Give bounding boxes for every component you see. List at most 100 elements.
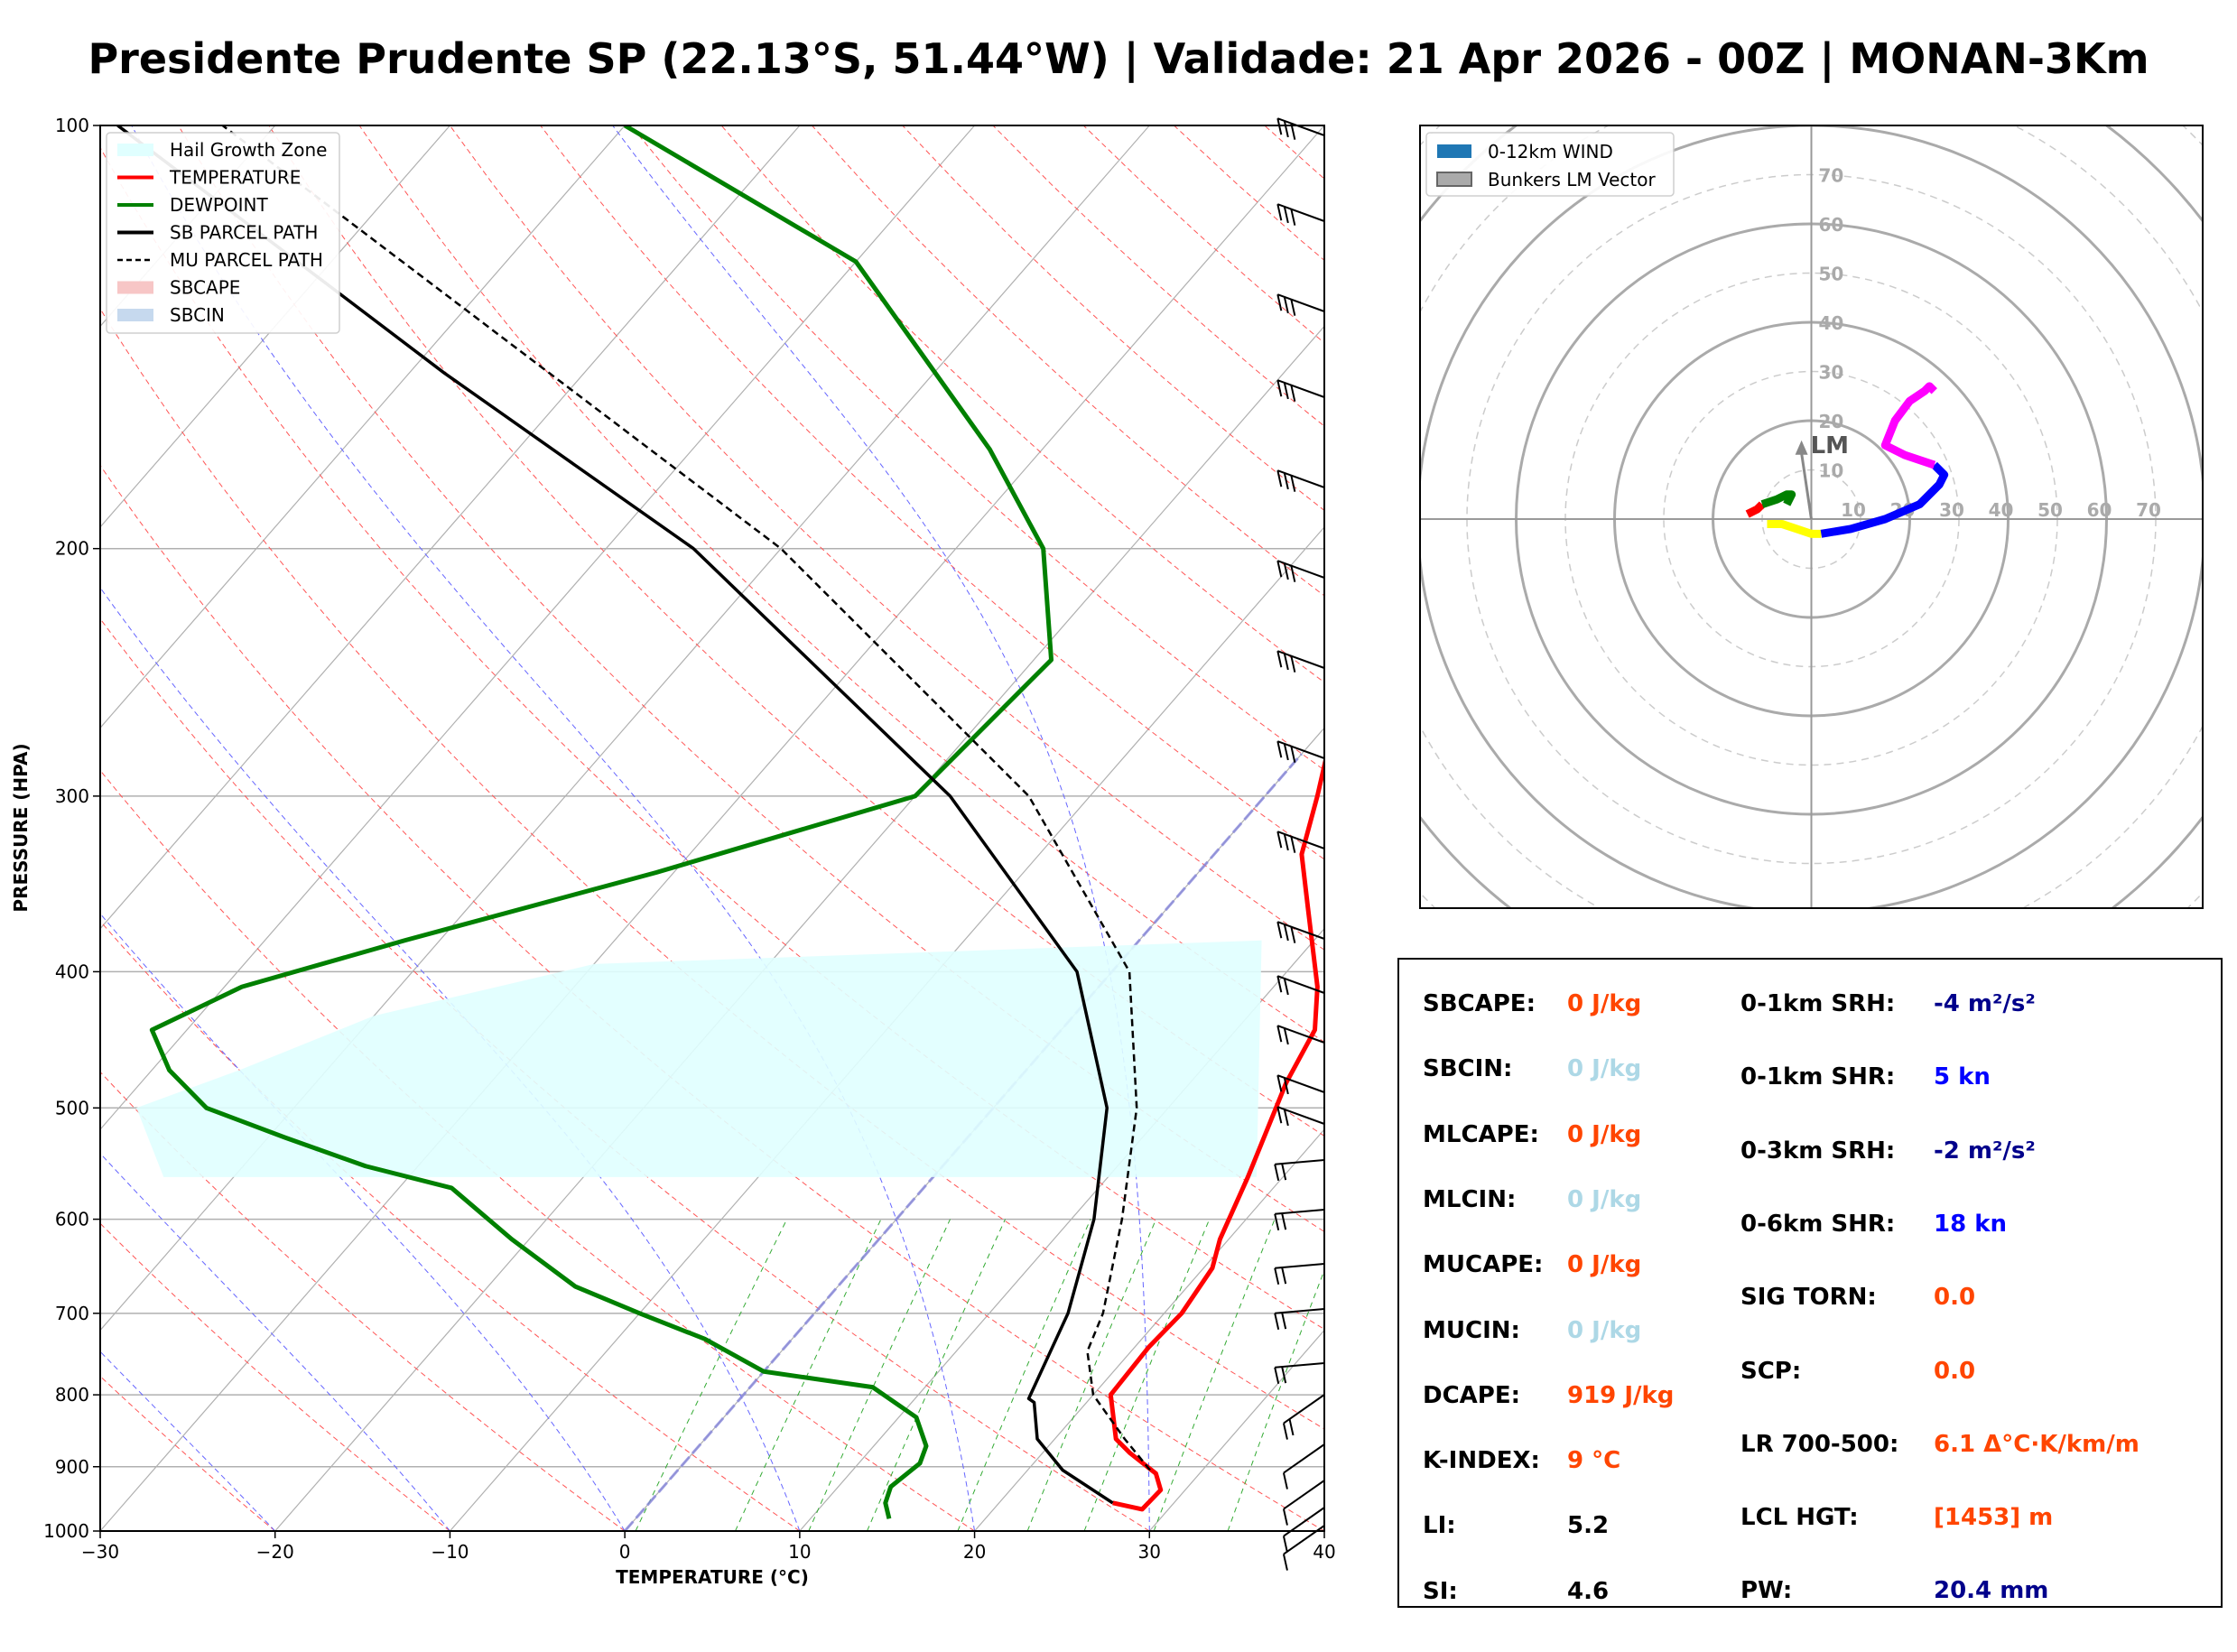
param-label: LR 700-500: xyxy=(1740,1430,1899,1458)
wind-barb-flag xyxy=(1282,1536,1288,1553)
param-label: SBCAPE: xyxy=(1423,990,1536,1017)
wind-barb-flag xyxy=(1290,123,1296,140)
param-label: K-INDEX: xyxy=(1423,1447,1540,1475)
wind-barb-flag xyxy=(1283,562,1289,580)
wind-barb-flag xyxy=(1276,1106,1283,1124)
legend-label: SBCAPE xyxy=(170,277,240,299)
wind-barb-flag xyxy=(1290,209,1296,226)
wind-barb-flag xyxy=(1276,1074,1283,1092)
mixing-ratio-line xyxy=(1026,1219,1157,1531)
wind-barb xyxy=(1276,1074,1325,1095)
y-tick-label: 400 xyxy=(55,961,89,982)
isotherm-line xyxy=(100,125,976,1131)
dewpoint-line xyxy=(149,125,1054,1519)
x-tick-label: 0 xyxy=(619,1541,631,1563)
legend-label: DEWPOINT xyxy=(170,194,268,216)
wind-barb xyxy=(1276,469,1325,492)
mixing-ratio-line xyxy=(1153,1219,1276,1531)
mixing-ratio-line xyxy=(957,1219,1091,1531)
chart-title: Presidente Prudente SP (22.13°S, 51.44°W… xyxy=(88,34,2149,83)
legend-swatch xyxy=(117,281,153,294)
param-value: 919 J/kg xyxy=(1567,1381,1675,1409)
x-tick-label: −20 xyxy=(256,1541,294,1563)
wind-barb-staff xyxy=(1283,1480,1325,1510)
wind-barb-flag xyxy=(1288,1418,1295,1436)
wind-barb-flag xyxy=(1276,740,1283,758)
param-value: 0 J/kg xyxy=(1567,1251,1642,1279)
legend-label: SBCIN xyxy=(170,304,225,326)
wind-barb-flag xyxy=(1290,836,1296,853)
wind-barb-flag xyxy=(1276,831,1283,849)
wind-barb-flag xyxy=(1276,560,1283,578)
wind-barb xyxy=(1276,831,1325,853)
wind-barb xyxy=(1276,1106,1325,1127)
param-value: 6.1 Δ°C·K/km/m xyxy=(1934,1430,2140,1458)
wind-barb-flag xyxy=(1290,565,1296,582)
wind-barb-staff xyxy=(1275,1308,1325,1314)
wind-barb-flag xyxy=(1283,653,1289,671)
isotherm-line xyxy=(100,125,626,729)
wind-barb-flag xyxy=(1290,385,1296,402)
wind-barb xyxy=(1274,1308,1325,1331)
y-tick-label: 300 xyxy=(55,785,89,807)
moist-adiabat-line xyxy=(612,125,1150,1531)
dry-adiabat-line xyxy=(100,1222,450,1531)
wind-barb-flag xyxy=(1274,1267,1280,1285)
wind-barb-flag xyxy=(1276,469,1283,487)
y-tick-label: 500 xyxy=(55,1097,89,1118)
wind-barb-flag xyxy=(1282,1554,1288,1571)
x-tick-label: −30 xyxy=(81,1541,119,1563)
dry-adiabat-line xyxy=(630,125,1324,771)
wind-barb-flag xyxy=(1276,203,1283,221)
x-tick-label: 40 xyxy=(1313,1541,1335,1563)
y-tick-label: 700 xyxy=(55,1303,89,1324)
wind-barb-staff xyxy=(1275,1362,1325,1369)
wind-barb xyxy=(1276,921,1325,943)
param-label: 0-1km SRH: xyxy=(1740,990,1896,1017)
param-value: 0 J/kg xyxy=(1567,1185,1642,1213)
wind-barb xyxy=(1282,1480,1325,1526)
wind-barb-flag xyxy=(1274,1367,1280,1385)
wind-barb xyxy=(1276,1025,1325,1045)
legend-swatch xyxy=(117,144,153,156)
mixing-ratio-line xyxy=(735,1219,882,1531)
x-tick-label: −10 xyxy=(431,1541,469,1563)
param-value: [1453] m xyxy=(1934,1504,2054,1532)
isotherm-line xyxy=(100,125,450,528)
moist-adiabat-line xyxy=(100,587,801,1531)
param-label: MLCAPE: xyxy=(1423,1120,1539,1148)
wind-barb-flag xyxy=(1276,921,1283,939)
param-label: LI: xyxy=(1423,1512,1456,1540)
wind-barb xyxy=(1276,975,1325,996)
y-tick-label: 600 xyxy=(55,1209,89,1230)
parameters-panel: SBCAPE: 0 J/kg SBCIN: 0 J/kg MLCAPE: 0 J/kg ML… xyxy=(1397,958,2223,1608)
wind-barb-flag xyxy=(1283,978,1289,996)
wind-barb-flag xyxy=(1281,1366,1287,1384)
wind-barb-staff xyxy=(1283,1394,1325,1425)
mixing-ratio-line xyxy=(1227,1268,1324,1531)
sb-parcel-path-line xyxy=(116,125,1114,1505)
y-axis-label: PRESSURE (HPA) xyxy=(10,743,32,912)
x-tick-label: 10 xyxy=(788,1541,811,1563)
y-tick-label: 900 xyxy=(55,1456,89,1478)
y-tick-label: 800 xyxy=(55,1384,89,1406)
param-label: 0-6km SHR: xyxy=(1740,1210,1896,1238)
wind-barb xyxy=(1276,650,1325,673)
wind-barb-staff xyxy=(1283,1525,1325,1555)
wind-barb xyxy=(1276,560,1325,582)
wind-barb-staff xyxy=(1275,1263,1325,1269)
param-value: 0.0 xyxy=(1934,1357,1976,1385)
wind-barb-flag xyxy=(1283,472,1289,490)
legend-label: MU PARCEL PATH xyxy=(170,249,323,271)
wind-barb-flag xyxy=(1283,1109,1289,1127)
legend-swatch xyxy=(117,309,153,321)
wind-barb-flag xyxy=(1276,1025,1283,1043)
wind-barb-staff xyxy=(1275,1209,1325,1215)
wind-barb xyxy=(1274,1209,1325,1231)
wind-barb-flag xyxy=(1283,206,1289,224)
hail-growth-zone xyxy=(136,940,1262,1177)
dry-adiabat-line xyxy=(100,1071,626,1531)
param-value: -2 m²/s² xyxy=(1934,1137,2036,1165)
param-label: MUCIN: xyxy=(1423,1316,1520,1344)
wind-barb xyxy=(1276,740,1325,763)
